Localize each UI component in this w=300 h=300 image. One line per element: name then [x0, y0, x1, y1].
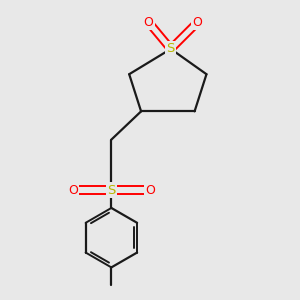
- Text: O: O: [68, 184, 78, 196]
- Text: O: O: [145, 184, 155, 196]
- Text: O: O: [193, 16, 202, 29]
- Text: S: S: [107, 184, 116, 196]
- Text: O: O: [144, 16, 154, 29]
- Text: S: S: [167, 42, 175, 56]
